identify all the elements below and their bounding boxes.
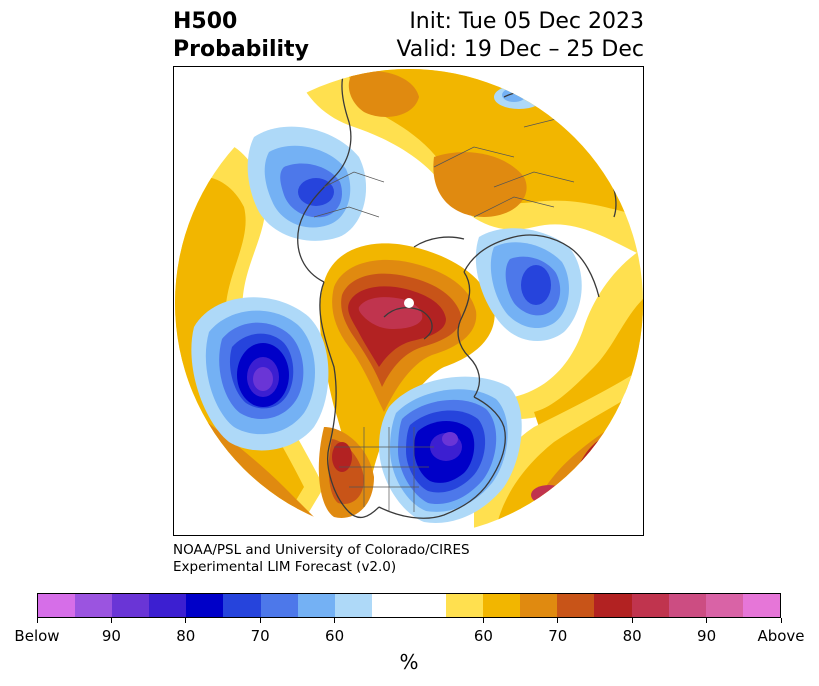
colorbar-segment — [594, 594, 632, 617]
colorbar-tick — [334, 618, 336, 623]
colorbar-tick — [631, 618, 633, 623]
colorbar-segment — [297, 594, 335, 617]
colorbar-segment — [408, 594, 447, 617]
colorbar-segment — [742, 594, 780, 617]
colorbar — [37, 593, 781, 618]
below-pacific-peak — [253, 367, 273, 391]
colorbar-segment — [705, 594, 743, 617]
colorbar-tick-label: 90 — [101, 627, 121, 645]
colorbar-segment — [186, 594, 224, 617]
colorbar-segment — [520, 594, 558, 617]
map-frame — [173, 66, 644, 536]
colorbar-segment — [260, 594, 298, 617]
title-field: Probability — [173, 37, 309, 62]
colorbar-tick — [185, 618, 187, 623]
colorbar-segment — [557, 594, 595, 617]
below-north-small-core — [502, 88, 526, 102]
colorbar-tick — [259, 618, 261, 623]
credit-line2: Experimental LIM Forecast (v2.0) — [173, 559, 397, 575]
colorbar-tick — [706, 618, 708, 623]
below-eastern-us-top — [442, 432, 458, 446]
colorbar-segment — [149, 594, 187, 617]
above-southwest-us-peak — [332, 442, 352, 472]
colorbar-tick-label: 60 — [325, 627, 345, 645]
colorbar-tick-label: 60 — [473, 627, 493, 645]
north-pole-marker — [404, 298, 414, 308]
title-right: Init: Tue 05 Dec 2023 Valid: 19 Dec – 25… — [396, 8, 644, 64]
colorbar-tick-label: Below — [14, 627, 60, 645]
colorbar-segment — [75, 594, 113, 617]
colorbar-segment — [446, 594, 484, 617]
colorbar-segment — [631, 594, 669, 617]
colorbar-units: % — [399, 650, 419, 674]
below-asia-core — [521, 265, 551, 305]
colorbar-segment — [334, 594, 372, 617]
probability-map — [175, 69, 643, 535]
below-europe-core — [298, 178, 334, 206]
colorbar-tick-label: 80 — [176, 627, 196, 645]
colorbar-segment — [38, 594, 76, 617]
colorbar-tick — [110, 618, 112, 623]
colorbar-segment — [112, 594, 150, 617]
colorbar-tick-label: 70 — [548, 627, 568, 645]
colorbar-tick-label: 90 — [697, 627, 717, 645]
colorbar-tick — [780, 618, 782, 623]
colorbar-segment — [483, 594, 521, 617]
colorbar-segment — [223, 594, 261, 617]
colorbar-tick — [482, 618, 484, 623]
colorbar-tick — [557, 618, 559, 623]
colorbar-tick-label: Above — [757, 627, 805, 645]
credit: NOAA/PSL and University of Colorado/CIRE… — [173, 542, 470, 576]
init-date: Init: Tue 05 Dec 2023 — [409, 9, 644, 34]
title-variable: H500 — [173, 9, 238, 34]
title-left: H500 Probability — [173, 8, 309, 64]
valid-range: Valid: 19 Dec – 25 Dec — [396, 37, 644, 62]
credit-line1: NOAA/PSL and University of Colorado/CIRE… — [173, 542, 470, 558]
colorbar-segment — [371, 594, 409, 617]
colorbar-tick — [36, 618, 38, 623]
warm-siberia-core — [433, 152, 527, 217]
above-atlantic-top — [531, 485, 567, 505]
colorbar-tick-label: 80 — [622, 627, 642, 645]
warm-north-core — [348, 70, 419, 117]
colorbar-tick-label: 70 — [250, 627, 270, 645]
warm-east — [504, 247, 643, 419]
colorbar-segment — [668, 594, 706, 617]
